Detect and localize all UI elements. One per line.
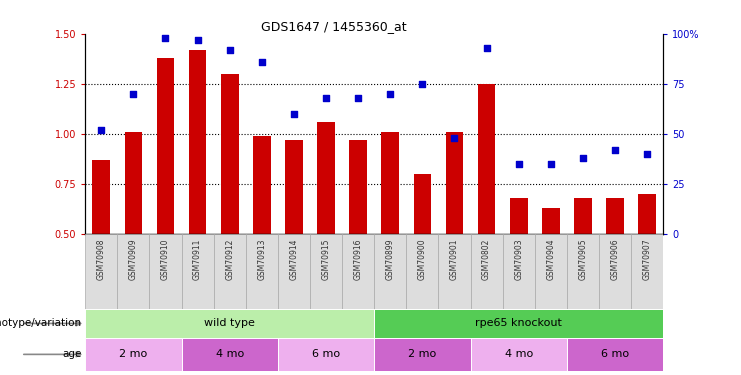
Text: GSM70904: GSM70904 bbox=[546, 238, 555, 280]
Point bbox=[320, 95, 332, 101]
Bar bbox=[374, 338, 471, 371]
Text: 2 mo: 2 mo bbox=[119, 350, 147, 359]
Text: wild type: wild type bbox=[205, 318, 255, 328]
Point bbox=[159, 35, 171, 41]
Point bbox=[609, 147, 621, 153]
Text: 4 mo: 4 mo bbox=[505, 350, 533, 359]
Bar bbox=[278, 234, 310, 309]
Text: GSM70912: GSM70912 bbox=[225, 238, 234, 279]
Text: GSM70907: GSM70907 bbox=[642, 238, 651, 280]
Point bbox=[448, 135, 460, 141]
Bar bbox=[478, 84, 496, 234]
Point bbox=[192, 37, 204, 43]
Point bbox=[96, 127, 107, 133]
Bar bbox=[574, 198, 592, 234]
Text: GSM70913: GSM70913 bbox=[257, 238, 266, 280]
Bar bbox=[510, 198, 528, 234]
Bar bbox=[253, 136, 270, 234]
Text: genotype/variation: genotype/variation bbox=[0, 318, 82, 328]
Bar bbox=[85, 234, 117, 309]
Bar bbox=[599, 234, 631, 309]
Text: GSM70909: GSM70909 bbox=[129, 238, 138, 280]
Text: GSM70899: GSM70899 bbox=[386, 238, 395, 280]
Point bbox=[416, 81, 428, 87]
Text: GSM70906: GSM70906 bbox=[611, 238, 619, 280]
Text: GSM70915: GSM70915 bbox=[322, 238, 330, 280]
Point bbox=[513, 161, 525, 167]
Bar bbox=[342, 234, 374, 309]
Bar bbox=[374, 309, 663, 338]
Bar bbox=[502, 234, 535, 309]
Bar bbox=[606, 198, 624, 234]
Bar bbox=[471, 234, 502, 309]
Text: 4 mo: 4 mo bbox=[216, 350, 244, 359]
Text: GSM70908: GSM70908 bbox=[97, 238, 106, 280]
Bar bbox=[150, 234, 182, 309]
Bar bbox=[542, 208, 559, 234]
Bar bbox=[93, 160, 110, 234]
Point bbox=[641, 151, 653, 157]
Bar bbox=[182, 338, 278, 371]
Text: 6 mo: 6 mo bbox=[601, 350, 629, 359]
Point bbox=[385, 91, 396, 97]
Bar bbox=[631, 234, 663, 309]
Bar bbox=[278, 338, 374, 371]
Text: GSM70903: GSM70903 bbox=[514, 238, 523, 280]
Bar bbox=[439, 234, 471, 309]
Point bbox=[256, 59, 268, 65]
Bar bbox=[349, 140, 367, 234]
Text: GSM70901: GSM70901 bbox=[450, 238, 459, 280]
Bar bbox=[189, 50, 207, 234]
Bar bbox=[471, 338, 567, 371]
Bar bbox=[213, 234, 246, 309]
Point bbox=[288, 111, 300, 117]
Text: age: age bbox=[62, 350, 82, 359]
Text: GSM70910: GSM70910 bbox=[161, 238, 170, 280]
Bar bbox=[445, 132, 463, 234]
Text: GSM70900: GSM70900 bbox=[418, 238, 427, 280]
Bar bbox=[156, 58, 174, 234]
Text: 6 mo: 6 mo bbox=[312, 350, 340, 359]
Title: GDS1647 / 1455360_at: GDS1647 / 1455360_at bbox=[261, 20, 407, 33]
Point bbox=[545, 161, 556, 167]
Bar bbox=[182, 234, 213, 309]
Bar bbox=[406, 234, 439, 309]
Bar bbox=[413, 174, 431, 234]
Point bbox=[577, 155, 589, 161]
Bar bbox=[374, 234, 406, 309]
Bar bbox=[124, 132, 142, 234]
Point bbox=[352, 95, 364, 101]
Point bbox=[127, 91, 139, 97]
Bar bbox=[535, 234, 567, 309]
Bar bbox=[310, 234, 342, 309]
Bar bbox=[221, 74, 239, 234]
Bar bbox=[246, 234, 278, 309]
Text: GSM70802: GSM70802 bbox=[482, 238, 491, 279]
Bar bbox=[638, 194, 656, 234]
Bar bbox=[85, 338, 182, 371]
Text: GSM70905: GSM70905 bbox=[579, 238, 588, 280]
Bar bbox=[285, 140, 303, 234]
Point bbox=[481, 45, 493, 51]
Bar bbox=[85, 309, 374, 338]
Bar bbox=[567, 338, 663, 371]
Bar bbox=[317, 122, 335, 234]
Text: GSM70916: GSM70916 bbox=[353, 238, 362, 280]
Point bbox=[224, 47, 236, 53]
Text: rpe65 knockout: rpe65 knockout bbox=[475, 318, 562, 328]
Text: 2 mo: 2 mo bbox=[408, 350, 436, 359]
Bar bbox=[567, 234, 599, 309]
Bar bbox=[382, 132, 399, 234]
Text: GSM70914: GSM70914 bbox=[290, 238, 299, 280]
Bar bbox=[117, 234, 150, 309]
Text: GSM70911: GSM70911 bbox=[193, 238, 202, 279]
